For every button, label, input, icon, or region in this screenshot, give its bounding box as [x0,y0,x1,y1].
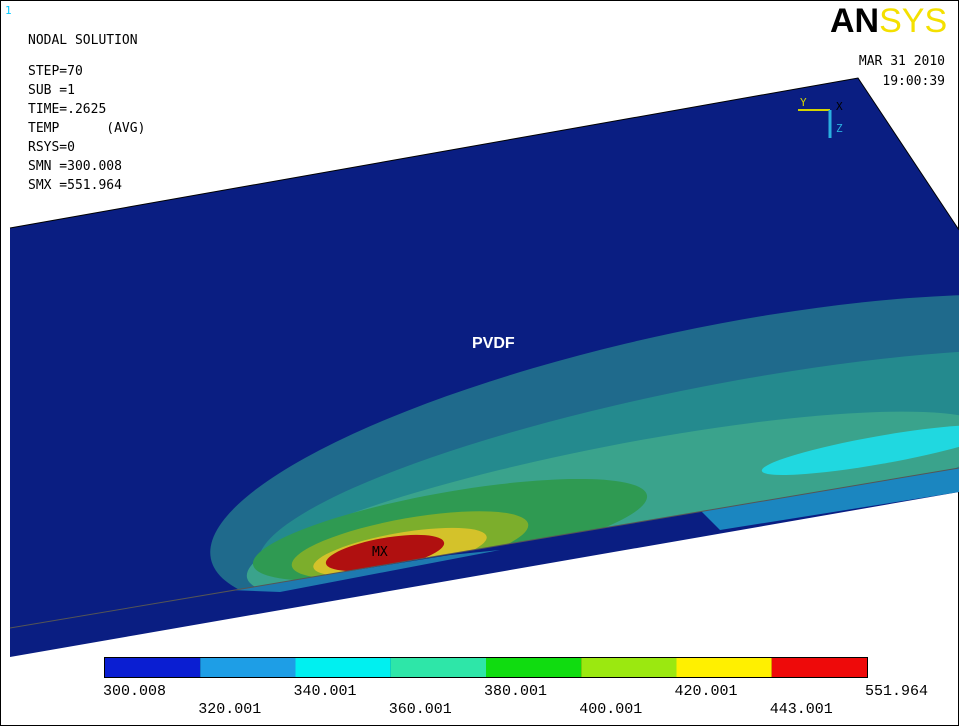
legend-label: 551.964 [865,683,928,700]
legend-swatch [105,658,200,677]
info-line: SMX =551.964 [28,178,122,193]
legend-swatch [296,658,391,677]
legend-label: 400.001 [579,701,642,718]
date: MAR 31 2010 [859,54,945,69]
triad-x: X [836,100,843,113]
legend-label: 360.001 [389,701,452,718]
info-line: TIME=.2625 [28,102,106,117]
legend-swatch [200,658,295,677]
time: 19:00:39 [882,74,945,89]
legend-swatch [581,658,676,677]
triad-y: Y [800,96,807,109]
result-title: NODAL SOLUTION [28,33,138,48]
legend-label: 340.001 [294,683,357,700]
legend-swatch [391,658,486,677]
logo-sys: SYS [879,2,947,40]
logo-an: AN [830,2,879,40]
info-line: SMN =300.008 [28,159,122,174]
legend-label: 443.001 [770,701,833,718]
material-label: PVDF [472,335,515,352]
legend-label: 300.008 [103,683,166,700]
max-marker: MX [372,545,388,560]
legend-label: 320.001 [198,701,261,718]
legend-swatch [772,658,867,677]
info-line: STEP=70 [28,64,83,79]
ansys-window: PVDF MX 1 NODAL SOLUTION STEP=70 SUB =1 TI… [0,0,959,726]
legend-label: 420.001 [675,683,738,700]
ansys-logo: ANSYS [830,2,947,40]
legend-swatch [677,658,772,677]
info-line: RSYS=0 [28,140,75,155]
info-line: SUB =1 [28,83,75,98]
triad-z: Z [836,122,843,135]
legend-swatch [486,658,581,677]
window-number: 1 [5,4,12,17]
info-line: TEMP (AVG) [28,121,145,136]
legend-label: 380.001 [484,683,547,700]
